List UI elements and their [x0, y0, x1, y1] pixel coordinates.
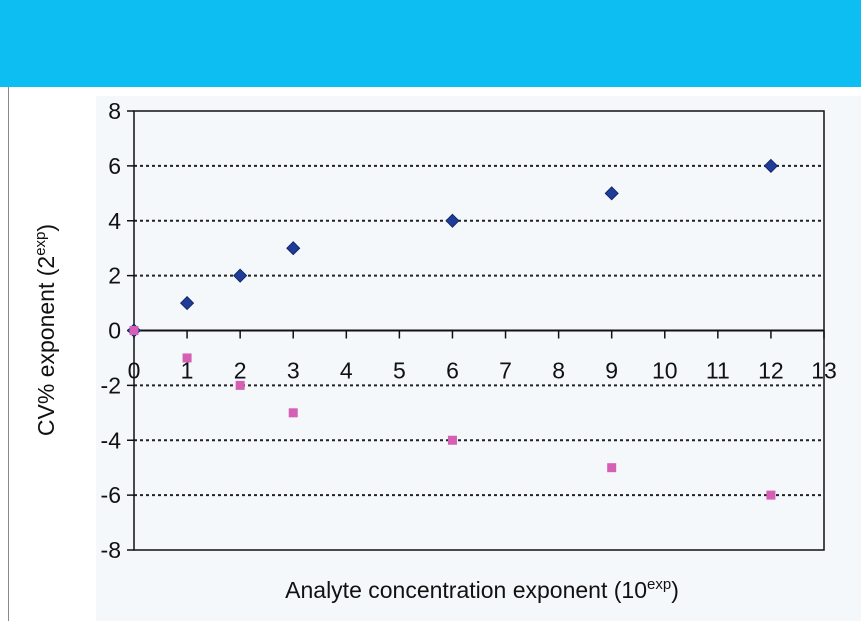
x-tick-label: 12 [758, 358, 784, 384]
x-tick-label: 13 [811, 358, 837, 384]
y-tick-label: 2 [108, 263, 121, 289]
left-border-rule [8, 87, 9, 621]
data-points [126, 158, 778, 500]
x-tick-label: 8 [552, 358, 565, 384]
data-point-square [182, 353, 192, 363]
y-tick-label: -8 [101, 537, 121, 563]
y-tick-label: 4 [108, 208, 121, 234]
y-tick-label: 8 [108, 98, 121, 124]
data-point-square [288, 408, 298, 418]
x-tick-label: 4 [340, 358, 353, 384]
chart-panel [96, 96, 861, 621]
x-tick-label: 0 [128, 358, 141, 384]
x-tick-label: 2 [234, 358, 247, 384]
x-tick-label: 5 [393, 358, 406, 384]
x-tick-label: 1 [181, 358, 194, 384]
y-tick-label: 6 [108, 153, 121, 179]
data-point-diamond [180, 295, 195, 311]
data-point-diamond [233, 268, 248, 283]
x-tick-labels: 0 1 2 3 4 5 6 7 8 9 10 11 12 13 [128, 358, 837, 384]
data-point-square [607, 463, 617, 473]
y-axis-title: CV% exponent (2exp) [32, 224, 59, 436]
x-tick-label: 9 [605, 358, 618, 384]
data-point-square [766, 490, 776, 500]
y-tick-label: 0 [108, 318, 121, 344]
axes [127, 110, 825, 551]
data-point-square [447, 435, 457, 445]
data-point-diamond [445, 213, 460, 228]
data-point-diamond [286, 241, 301, 256]
data-point-diamond [763, 158, 778, 173]
x-tick-label: 3 [287, 358, 300, 384]
gridlines [134, 164, 824, 497]
x-axis-title: Analyte concentration exponent (10exp) [285, 576, 679, 603]
x-tick-label: 6 [446, 358, 459, 384]
data-point-square [129, 326, 139, 335]
y-tick-label: -4 [101, 427, 122, 453]
header-band [0, 0, 861, 87]
data-point-diamond [604, 186, 619, 201]
y-tick-labels: 8 6 4 2 0 -2 -4 -6 -8 [101, 98, 122, 563]
y-tick-label: -6 [101, 482, 121, 508]
y-tick-label: -2 [101, 372, 121, 398]
x-tick-label: 11 [706, 358, 730, 384]
data-point-square [235, 380, 245, 390]
x-tick-label: 7 [499, 358, 512, 384]
x-tick-label: 10 [652, 358, 678, 384]
